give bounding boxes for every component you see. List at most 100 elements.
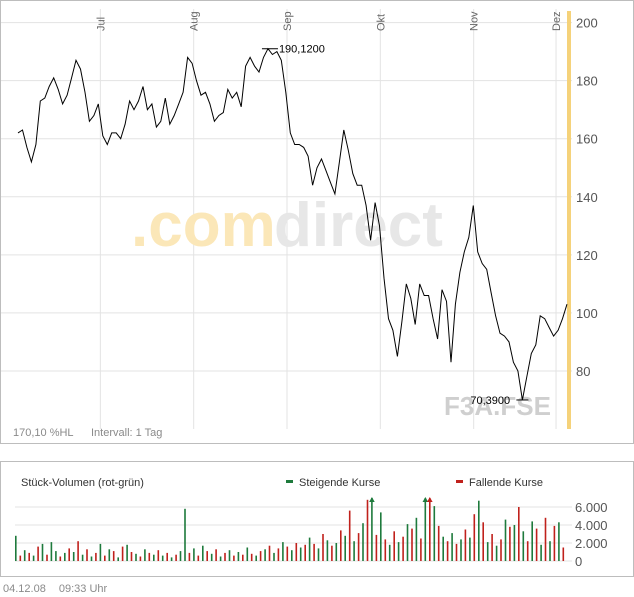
volume-bar xyxy=(513,525,516,561)
volume-bar xyxy=(95,552,97,561)
volume-bar xyxy=(500,539,502,561)
volume-bar xyxy=(161,555,164,561)
volume-bar xyxy=(433,506,436,561)
volume-bar xyxy=(175,554,177,561)
volume-bar xyxy=(322,534,324,561)
volume-bar xyxy=(157,550,160,561)
volume-chart-panel: Stück-Volumen (rot-grün) Steigende Kurse… xyxy=(0,461,634,577)
volume-bar xyxy=(139,556,142,561)
volume-bar xyxy=(437,525,440,561)
volume-bar xyxy=(540,544,542,561)
legend-down-label: Fallende Kurse xyxy=(469,477,543,489)
volume-bar xyxy=(464,529,467,561)
volume-bar xyxy=(424,498,427,561)
interval-label: Intervall: 1 Tag xyxy=(91,427,162,439)
volume-bar xyxy=(304,544,306,561)
volume-bar xyxy=(130,552,133,561)
volume-bar xyxy=(326,540,329,561)
watermark: .com direct xyxy=(131,191,443,260)
volume-bar xyxy=(558,522,560,561)
volume-bar xyxy=(357,533,360,561)
month-label: Nov xyxy=(469,11,481,31)
volume-bar xyxy=(518,507,520,561)
volume-bar xyxy=(299,547,302,561)
volume-bars xyxy=(15,497,565,561)
volume-bar xyxy=(415,517,418,561)
volume-bar xyxy=(277,548,280,561)
volume-bar xyxy=(135,553,137,561)
volume-bar xyxy=(353,541,355,561)
volume-bar xyxy=(317,548,320,561)
volume-bar xyxy=(197,555,200,561)
volume-bar xyxy=(286,546,289,561)
volume-bar xyxy=(291,550,293,561)
volume-bar xyxy=(184,508,186,561)
volume-bar xyxy=(210,553,213,561)
ticker-watermark: F3A.FSE xyxy=(444,391,551,421)
watermark-left: .com xyxy=(131,191,276,260)
volume-bar xyxy=(420,538,422,561)
volume-bar xyxy=(402,536,404,561)
volume-bar xyxy=(50,542,53,561)
volume-tick-label: 6.000 xyxy=(575,500,608,515)
volume-bar xyxy=(429,498,431,561)
volume-y-axis: 6.000 4.000 2.000 0 xyxy=(575,500,608,569)
volume-tick-label: 0 xyxy=(575,554,582,569)
volume-bar xyxy=(15,535,17,561)
volume-bar xyxy=(406,524,409,561)
min-label: 70,3900 xyxy=(470,395,510,407)
volume-bar xyxy=(55,551,57,561)
volume-bar xyxy=(504,519,507,561)
price-y-axis: 200 180 160 140 120 100 80 xyxy=(576,16,598,379)
volume-bar xyxy=(219,556,222,561)
volume-bar xyxy=(553,525,556,561)
volume-bar xyxy=(313,543,315,561)
volume-bar xyxy=(19,555,22,561)
volume-bar xyxy=(233,555,235,561)
month-label: Jul xyxy=(95,17,107,31)
volume-bar xyxy=(86,549,88,561)
volume-bar xyxy=(153,554,155,561)
volume-bar xyxy=(393,531,395,561)
price-line xyxy=(17,47,568,401)
volume-bar xyxy=(237,552,240,561)
volume-chart: Stück-Volumen (rot-grün) Steigende Kurse… xyxy=(15,477,608,569)
volume-bar xyxy=(206,551,208,561)
timestamp-time: 09:33 Uhr xyxy=(58,583,108,595)
volume-bar xyxy=(104,555,106,561)
volume-bar xyxy=(411,528,413,561)
volume-bar xyxy=(371,498,373,561)
volume-bar xyxy=(308,537,311,561)
volume-bar xyxy=(375,534,378,561)
price-chart: .com direct F3A.FSE Jul Aug Sep Okt Nov Dez 2… xyxy=(1,9,598,439)
month-label: Aug xyxy=(189,11,201,31)
volume-bar xyxy=(362,523,364,561)
volume-title: Stück-Volumen (rot-grün) xyxy=(21,477,144,489)
legend-up-label: Steigende Kurse xyxy=(299,477,380,489)
volume-bar xyxy=(486,542,489,561)
volume-bar xyxy=(473,514,476,561)
volume-bar xyxy=(28,552,30,561)
volume-bar xyxy=(446,541,449,561)
volume-bar xyxy=(81,554,84,561)
volume-bar xyxy=(535,528,538,561)
volume-bar xyxy=(246,547,249,561)
volume-overflow-arrow xyxy=(422,497,429,502)
volume-bar xyxy=(526,541,529,561)
volume-bar xyxy=(509,526,511,561)
month-label: Okt xyxy=(375,14,387,31)
volume-bar xyxy=(166,552,168,561)
volume-bar xyxy=(255,555,257,561)
volume-bar xyxy=(90,556,93,561)
price-tick-label: 180 xyxy=(576,74,598,89)
volume-bar xyxy=(460,539,462,561)
range-label: 170,10 %HL xyxy=(13,427,74,439)
volume-bar xyxy=(544,517,547,561)
volume-bar xyxy=(478,500,480,561)
price-tick-label: 160 xyxy=(576,132,598,147)
price-tick-label: 80 xyxy=(576,364,590,379)
volume-bar xyxy=(59,556,62,561)
volume-bar xyxy=(335,543,338,561)
volume-overflow-arrow xyxy=(369,497,375,502)
volume-bar xyxy=(384,539,387,561)
